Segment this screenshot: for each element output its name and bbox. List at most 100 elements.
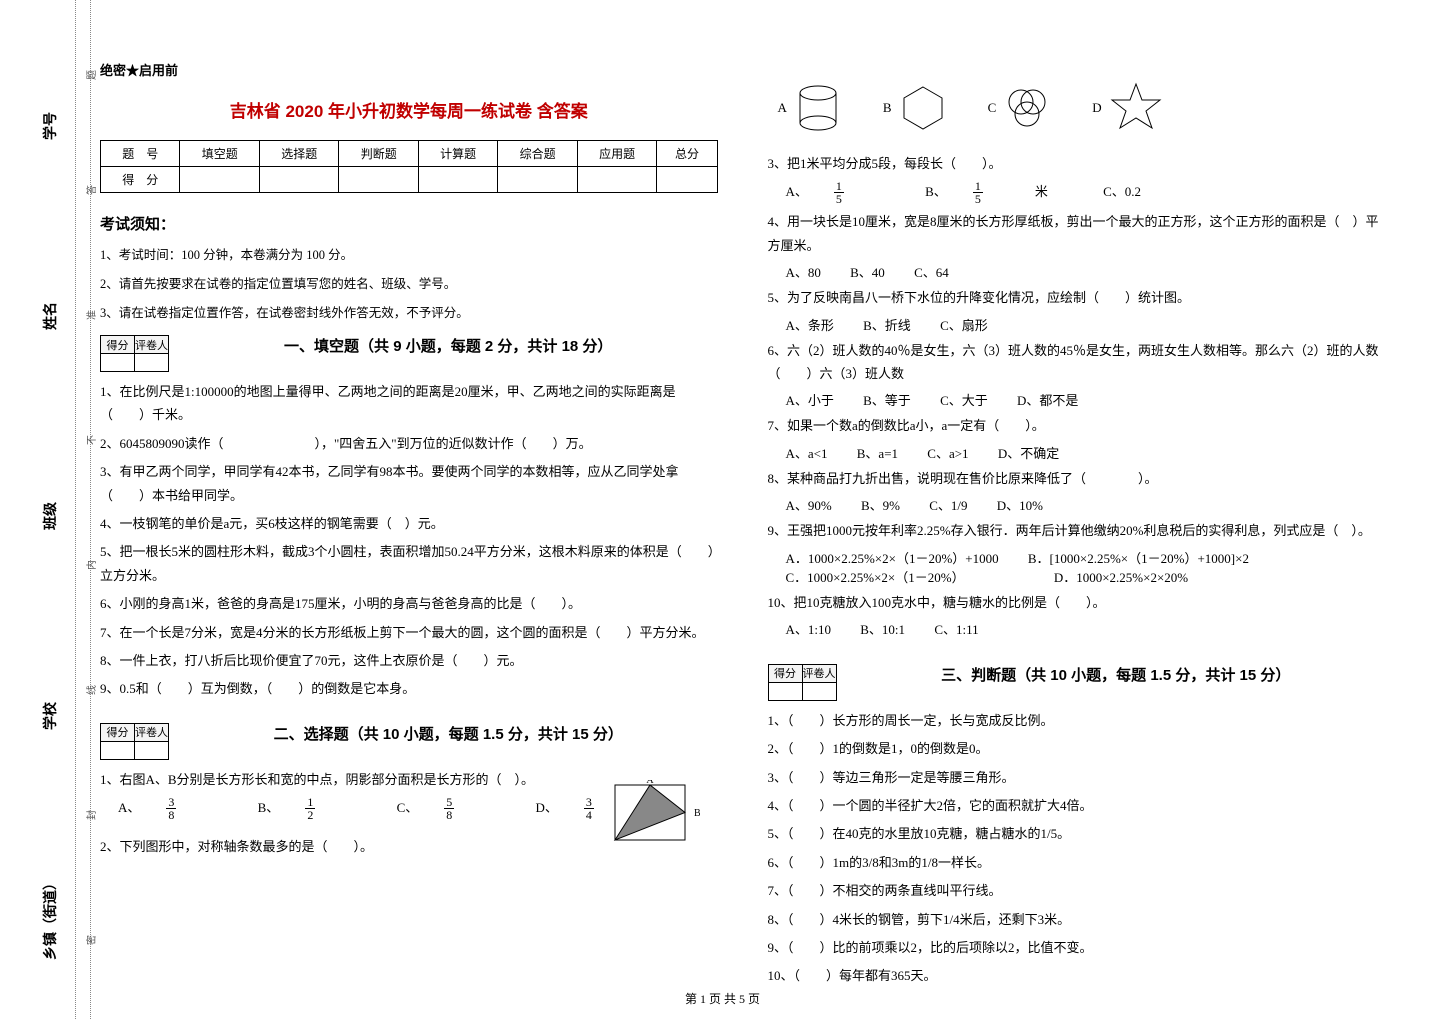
- mini-score-3: 得分评卷人: [768, 664, 837, 701]
- fill-q1: 1、在比例尺是1:100000的地图上量得甲、乙两地之间的距离是20厘米，甲、乙…: [100, 380, 718, 427]
- section-1-header: 得分评卷人 一、填空题（共 9 小题，每题 2 分，共计 18 分）: [100, 335, 718, 372]
- opt-label: B、: [258, 797, 280, 816]
- frac-den: 2: [305, 809, 315, 821]
- choice-q5-opts: A、条形 B、折线 C、扇形: [786, 315, 1386, 334]
- score-cell[interactable]: [180, 167, 259, 193]
- frac-den: 8: [444, 809, 454, 821]
- choice-q8: 8、某种商品打九折出售，说明现在售价比原来降低了（ ）。: [768, 467, 1386, 490]
- svg-text:A: A: [646, 780, 654, 786]
- choice-q10: 10、把10克糖放入100克水中，糖与糖水的比例是（ ）。: [768, 591, 1386, 614]
- choice-q2-shapes: A B C: [768, 80, 1386, 136]
- choice-q4-opts: A、80 B、40 C、64: [786, 262, 1386, 281]
- judge-q1: 1、（ ）长方形的周长一定，长与宽成反比例。: [768, 709, 1386, 732]
- opt-b: B、10:1: [860, 619, 905, 638]
- fill-q2: 2、6045809090读作（ ），"四舍五入"到万位的近似数计作（ ）万。: [100, 432, 718, 455]
- opt-a: A、90%: [786, 495, 832, 514]
- choice-q6: 6、六（2）班人数的40％是女生，六（3）班人数的45％是女生，两班女生人数相等…: [768, 339, 1386, 386]
- score-h4: 计算题: [418, 141, 497, 167]
- choice-q9-opts: A．1000×2.25%×2×（1－20%）+1000 B．[1000×2.25…: [786, 548, 1386, 586]
- score-h6: 应用题: [577, 141, 656, 167]
- opt-c: C、a>1: [927, 443, 968, 462]
- two-column-layout: 绝密★启用前 吉林省 2020 年小升初数学每周一练试卷 含答案 题 号 填空题…: [100, 40, 1385, 989]
- opt-a: A．1000×2.25%×2×（1－20%）+1000: [786, 548, 999, 567]
- choice-q8-opts: A、90% B、9% C、1/9 D、10%: [786, 495, 1386, 514]
- shape-d: D: [1092, 80, 1163, 136]
- choice-q7: 7、如果一个数a的倒数比a小，a一定有（ ）。: [768, 414, 1386, 437]
- three-circles-icon: [1002, 83, 1052, 133]
- frac-den: 5: [834, 193, 844, 205]
- shape-label-c: C: [988, 100, 997, 116]
- cylinder-icon: [793, 83, 843, 133]
- notice-1: 1、考试时间：100 分钟，本卷满分为 100 分。: [100, 244, 718, 263]
- opt-unit: 米: [1035, 181, 1048, 200]
- score-cell[interactable]: [577, 167, 656, 193]
- shape-label-a: A: [778, 100, 787, 116]
- mini-score-label: 得分: [768, 664, 802, 682]
- frac-den: 5: [973, 193, 983, 205]
- score-cell[interactable]: [339, 167, 418, 193]
- choice-q10-opts: A、1:10 B、10:1 C、1:11: [786, 619, 1386, 638]
- opt-a: A、a<1: [786, 443, 828, 462]
- choice-q9: 9、王强把1000元按年利率2.25%存入银行．两年后计算他缴纳20%利息税后的…: [768, 519, 1386, 542]
- right-column: A B C: [768, 40, 1386, 989]
- mini-score-cell[interactable]: [101, 741, 135, 759]
- score-h5: 综合题: [498, 141, 577, 167]
- score-h1: 填空题: [180, 141, 259, 167]
- side-township: 乡镇（街道）: [40, 876, 60, 960]
- side-school: 学校: [40, 702, 60, 730]
- score-cell[interactable]: [657, 167, 717, 193]
- frac-den: 8: [166, 809, 176, 821]
- mini-score-label: 得分: [101, 336, 135, 354]
- opt-label: A、: [118, 797, 140, 816]
- choice-q3-opts: A、15 B、15米 C、0.2: [786, 180, 1386, 205]
- opt-label: D、: [535, 797, 557, 816]
- secret-label: 绝密★启用前: [100, 60, 718, 79]
- judge-q6: 6、（ ）1m的3/8和3m的1/8一样长。: [768, 851, 1386, 874]
- opt-c: C、大于: [940, 390, 988, 409]
- side-seal: 密: [83, 935, 98, 945]
- side-zhun: 准: [83, 310, 98, 320]
- side-bu: 不: [83, 435, 98, 445]
- opt-a: A、1:10: [786, 619, 832, 638]
- side-name: 姓名: [40, 302, 60, 330]
- mini-grader-cell[interactable]: [802, 682, 836, 700]
- opt-a: A、80: [786, 262, 821, 281]
- choice-q5: 5、为了反映南昌八一桥下水位的升降变化情况，应绘制（ ）统计图。: [768, 286, 1386, 309]
- opt-c: C、1/9: [929, 495, 967, 514]
- opt-d: D、不确定: [998, 443, 1059, 462]
- score-cell[interactable]: [498, 167, 577, 193]
- mini-grader-label: 评卷人: [135, 723, 169, 741]
- section-1-title: 一、填空题（共 9 小题，每题 2 分，共计 18 分）: [284, 335, 612, 356]
- side-labels: 乡镇（街道） 学校 班级 姓名 学号 密 封 线 内 不 准 答 题: [0, 0, 95, 1019]
- mini-grader-label: 评卷人: [802, 664, 836, 682]
- score-cell[interactable]: [259, 167, 338, 193]
- mini-grader-cell[interactable]: [135, 741, 169, 759]
- rectangle-midpoint-diagram: A B: [610, 780, 700, 850]
- notice-3: 3、请在试卷指定位置作答，在试卷密封线外作答无效，不予评分。: [100, 302, 718, 321]
- mini-score-cell[interactable]: [101, 354, 135, 372]
- opt-b: B、40: [850, 262, 885, 281]
- fill-q4: 4、一枝钢笔的单价是a元，买6枝这样的钢笔需要（ ）元。: [100, 512, 718, 535]
- choice-q6-opts: A、小于 B、等于 C、大于 D、都不是: [786, 390, 1386, 409]
- opt-b: B、9%: [861, 495, 900, 514]
- score-cell[interactable]: [418, 167, 497, 193]
- mini-grader-label: 评卷人: [135, 336, 169, 354]
- fill-q9: 9、0.5和（ ）互为倒数，（ ）的倒数是它本身。: [100, 677, 718, 700]
- section-3-title: 三、判断题（共 10 小题，每题 1.5 分，共计 15 分）: [941, 664, 1290, 685]
- choice-q7-opts: A、a<1 B、a=1 C、a>1 D、不确定: [786, 443, 1386, 462]
- side-class: 班级: [40, 502, 60, 530]
- opt-a: A、条形: [786, 315, 834, 334]
- mini-grader-cell[interactable]: [135, 354, 169, 372]
- opt-c: C、扇形: [940, 315, 988, 334]
- frac-den: 4: [584, 809, 594, 821]
- side-feng: 封: [83, 810, 98, 820]
- side-ti: 题: [83, 70, 98, 80]
- opt-b: B．[1000×2.25%×（1－20%）+1000]×2: [1028, 548, 1249, 567]
- mini-score-cell[interactable]: [768, 682, 802, 700]
- section-3-header: 得分评卷人 三、判断题（共 10 小题，每题 1.5 分，共计 15 分）: [768, 664, 1386, 701]
- fill-q7: 7、在一个长是7分米，宽是4分米的长方形纸板上剪下一个最大的圆，这个圆的面积是（…: [100, 621, 718, 644]
- mini-score-1: 得分评卷人: [100, 335, 169, 372]
- score-table: 题 号 填空题 选择题 判断题 计算题 综合题 应用题 总分 得 分: [100, 140, 718, 193]
- opt-label: B、: [925, 181, 947, 200]
- score-h3: 判断题: [339, 141, 418, 167]
